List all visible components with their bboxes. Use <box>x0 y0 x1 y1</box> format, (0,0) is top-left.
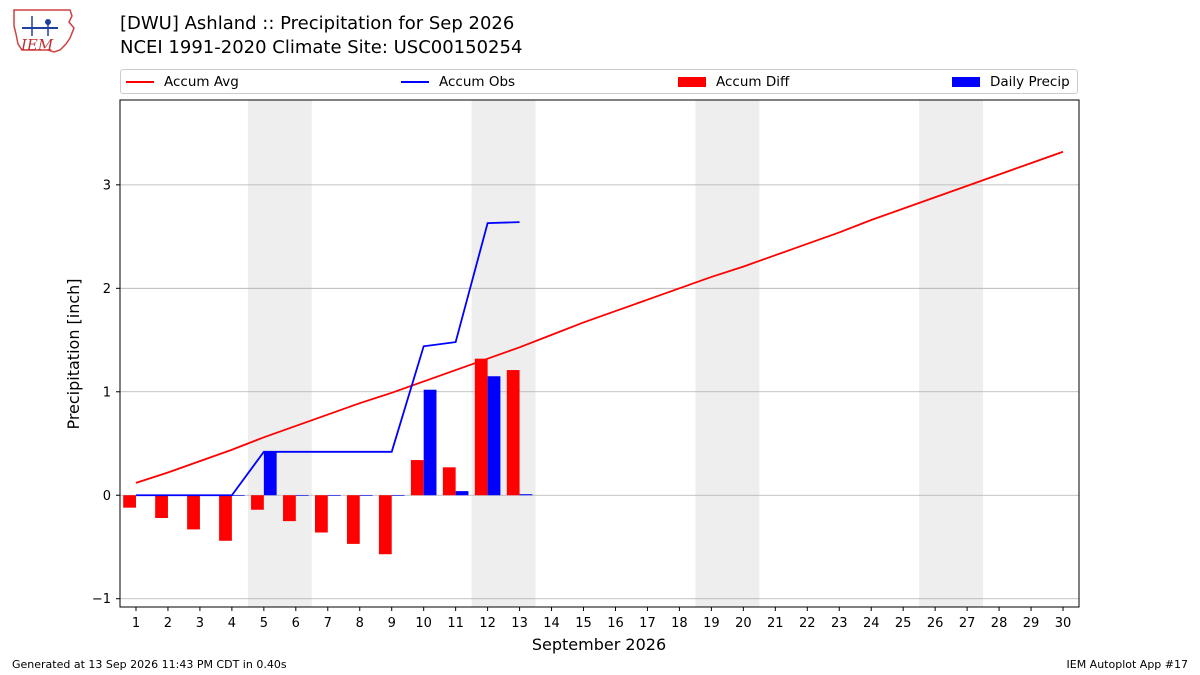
x-tick-label: 22 <box>799 616 816 631</box>
x-tick-label: 3 <box>196 616 204 631</box>
x-tick-label: 7 <box>324 616 332 631</box>
x-tick-label: 5 <box>260 616 268 631</box>
legend-item-accum-obs: Accum Obs <box>401 73 515 91</box>
daily-precip-bar <box>391 495 405 496</box>
accum-diff-bar <box>474 358 488 496</box>
daily-precip-bar <box>359 495 373 496</box>
lines <box>135 150 1064 497</box>
app-note: IEM Autoplot App #17 <box>1066 658 1189 671</box>
x-tick-label: 26 <box>927 616 944 631</box>
x-tick-label: 17 <box>639 616 656 631</box>
x-tick-label: 8 <box>356 616 364 631</box>
x-tick-label: 25 <box>895 616 912 631</box>
chart-subtitle: NCEI 1991-2020 Climate Site: USC00150254 <box>120 37 523 58</box>
x-tick-label: 23 <box>831 616 848 631</box>
chart-title: [DWU] Ashland :: Precipitation for Sep 2… <box>120 13 515 34</box>
x-tick-label: 16 <box>607 616 624 631</box>
legend-item-accum-avg: Accum Avg <box>126 73 239 91</box>
legend-swatch-daily-precip <box>952 77 980 87</box>
weekend-band <box>695 100 760 607</box>
x-tick-label: 10 <box>415 616 432 631</box>
chart-legend: Accum Avg Accum Obs Accum Diff Daily Pre… <box>120 69 1078 94</box>
accum-diff-bar <box>346 495 360 544</box>
x-tick-label: 29 <box>1023 616 1040 631</box>
weekend-band <box>247 100 312 607</box>
logo-text: IEM <box>20 36 54 54</box>
x-tick-label: 30 <box>1055 616 1072 631</box>
accum-diff-bar <box>155 495 168 519</box>
bars <box>123 358 533 555</box>
daily-precip-bar <box>295 495 309 496</box>
generated-note: Generated at 13 Sep 2026 11:43 PM CDT in… <box>12 658 287 671</box>
y-tick-label: 1 <box>103 385 111 400</box>
x-tick-label: 18 <box>671 616 688 631</box>
y-tick-label: −1 <box>92 592 111 607</box>
y-tick-label: 0 <box>103 489 111 504</box>
plot-frame <box>119 99 1080 608</box>
x-tick-label: 11 <box>447 616 464 631</box>
x-tick-label: 19 <box>703 616 720 631</box>
accum-diff-bar <box>506 370 520 496</box>
y-axis-label: Precipitation [inch] <box>64 278 83 429</box>
accum-diff-bar <box>283 495 296 522</box>
x-tick-label: 28 <box>991 616 1008 631</box>
legend-label-accum-avg: Accum Avg <box>164 74 239 90</box>
daily-precip-bar <box>519 494 533 496</box>
daily-precip-bar <box>231 495 245 496</box>
accum-diff-bar <box>314 495 328 533</box>
y-tick-label: 2 <box>103 282 111 297</box>
x-tick-label: 9 <box>388 616 396 631</box>
x-tick-label: 15 <box>575 616 592 631</box>
accum-diff-bar <box>187 495 200 530</box>
x-tick-label: 12 <box>479 616 496 631</box>
legend-item-accum-diff: Accum Diff <box>678 73 789 91</box>
x-tick-label: 6 <box>292 616 300 631</box>
legend-item-daily-precip: Daily Precip <box>952 73 1070 91</box>
x-tick-label: 27 <box>959 616 976 631</box>
legend-label-accum-diff: Accum Diff <box>716 74 790 90</box>
legend-label-daily-precip: Daily Precip <box>990 74 1070 90</box>
legend-swatch-accum-obs <box>401 81 429 83</box>
gridlines <box>120 184 1079 600</box>
x-tick-label: 1 <box>132 616 140 631</box>
accum-diff-bar <box>123 495 136 508</box>
x-axis-label: September 2026 <box>532 635 666 654</box>
iem-logo: IEM <box>13 9 75 54</box>
accum-diff-bar <box>219 495 232 541</box>
x-tick-label: 2 <box>164 616 172 631</box>
daily-precip-bar <box>423 389 437 496</box>
x-tick-label: 4 <box>228 616 236 631</box>
x-tick-label: 24 <box>863 616 880 631</box>
accum-diff-bar <box>442 467 456 496</box>
accum-diff-bar <box>378 495 392 555</box>
daily-precip-bar <box>263 451 277 496</box>
y-tick-label: 3 <box>103 178 111 193</box>
daily-precip-bar <box>327 495 341 496</box>
accum-diff-bar <box>251 495 264 510</box>
x-tick-label: 21 <box>767 616 784 631</box>
accum-avg-line <box>135 150 1064 484</box>
legend-label-accum-obs: Accum Obs <box>439 74 516 90</box>
x-tick-label: 14 <box>543 616 560 631</box>
x-tick-label: 20 <box>735 616 752 631</box>
legend-swatch-accum-avg <box>126 81 154 83</box>
legend-swatch-accum-diff <box>678 77 706 87</box>
weekend-band <box>919 100 984 607</box>
daily-precip-bar <box>487 376 501 496</box>
accum-diff-bar <box>410 460 424 496</box>
daily-precip-bar <box>455 491 469 496</box>
accum-obs-line <box>135 221 520 497</box>
x-tick-label: 13 <box>511 616 528 631</box>
